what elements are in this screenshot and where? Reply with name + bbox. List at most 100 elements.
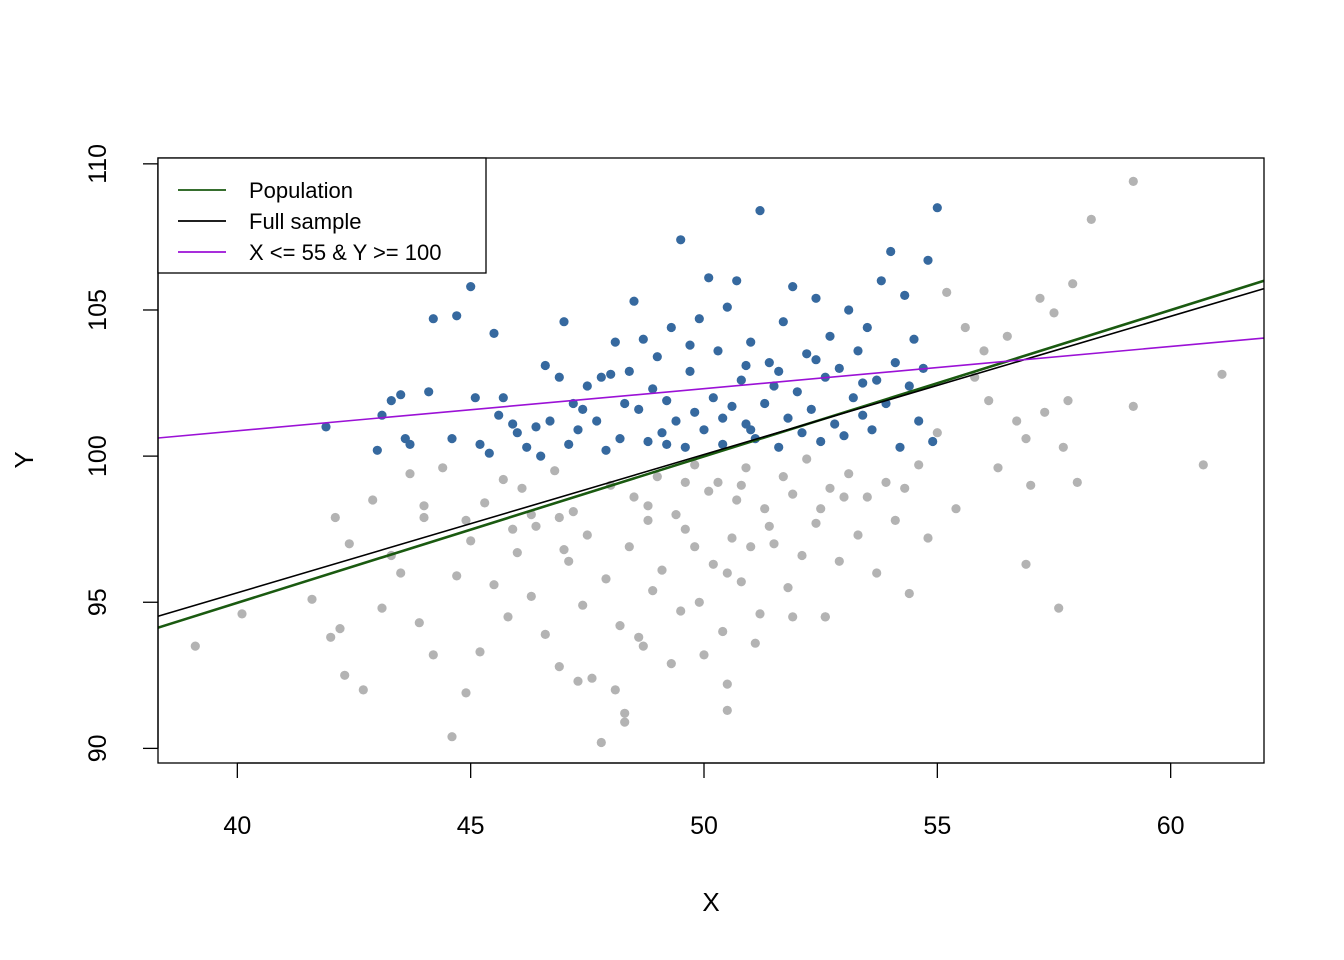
data-point-s0-88 xyxy=(867,425,877,435)
data-point-s0-10 xyxy=(452,311,462,321)
data-point-s0-44 xyxy=(662,396,672,406)
y-tick-label-2: 100 xyxy=(84,435,112,477)
data-point-s1-12 xyxy=(396,568,406,578)
data-point-s0-59 xyxy=(732,276,742,286)
data-point-s1-108 xyxy=(1068,279,1078,289)
data-point-s0-86 xyxy=(858,410,868,420)
data-point-s0-28 xyxy=(578,404,588,414)
data-point-s1-35 xyxy=(568,507,578,517)
data-point-s1-103 xyxy=(1035,293,1045,303)
data-point-s1-91 xyxy=(932,428,942,438)
data-point-s0-38 xyxy=(634,404,644,414)
legend: Population Full sample X <= 55 & Y >= 100 xyxy=(157,157,487,274)
x-axis-title: X xyxy=(702,887,719,917)
data-point-s1-72 xyxy=(778,472,788,482)
data-point-s1-106 xyxy=(1058,442,1068,452)
data-point-s1-45 xyxy=(624,542,634,552)
data-point-s0-17 xyxy=(498,393,508,403)
data-point-s0-48 xyxy=(680,442,690,452)
data-point-s0-69 xyxy=(778,317,788,327)
data-point-s0-105 xyxy=(741,360,751,371)
data-point-s1-77 xyxy=(811,518,821,528)
data-point-s1-99 xyxy=(1002,331,1012,341)
data-point-s0-3 xyxy=(386,396,396,406)
data-point-s1-24 xyxy=(489,580,499,590)
x-tick-label-1: 45 xyxy=(457,812,485,840)
data-point-s1-97 xyxy=(984,396,994,406)
data-point-s1-0 xyxy=(190,641,200,651)
y-tick-label-4: 110 xyxy=(84,144,112,184)
data-point-s1-73 xyxy=(783,583,793,593)
data-point-s0-106 xyxy=(774,366,784,376)
data-point-s0-101 xyxy=(928,436,938,447)
regression-lines xyxy=(157,279,1265,629)
data-point-s1-42 xyxy=(610,685,620,695)
data-point-s1-92 xyxy=(942,287,952,297)
x-tick-label-4: 60 xyxy=(1157,812,1185,840)
data-point-s1-25 xyxy=(498,474,508,485)
data-point-s1-124 xyxy=(722,568,732,578)
data-point-s0-90 xyxy=(876,276,886,286)
data-point-s1-80 xyxy=(834,556,844,566)
data-point-s0-79 xyxy=(825,331,835,341)
data-point-s0-103 xyxy=(606,369,616,379)
data-point-s1-40 xyxy=(601,574,611,584)
data-point-s1-9 xyxy=(368,495,378,505)
data-point-s1-114 xyxy=(1217,369,1227,379)
data-point-s0-14 xyxy=(484,448,494,458)
data-point-s1-102 xyxy=(1026,480,1036,490)
data-point-s1-113 xyxy=(1198,460,1208,470)
data-point-s0-31 xyxy=(596,372,606,382)
data-point-s0-83 xyxy=(844,305,854,315)
data-point-s1-101 xyxy=(1021,434,1031,444)
y-tick-label-1: 95 xyxy=(84,588,112,616)
data-point-s1-43 xyxy=(615,621,625,631)
data-point-s1-56 xyxy=(690,460,700,470)
data-point-s0-41 xyxy=(648,384,658,394)
data-point-s0-23 xyxy=(545,416,555,426)
data-point-s0-100 xyxy=(923,255,933,265)
data-point-s0-21 xyxy=(531,422,541,432)
data-point-s1-134 xyxy=(839,492,849,502)
data-point-s1-109 xyxy=(1072,477,1082,487)
data-point-s0-82 xyxy=(839,431,849,441)
data-point-s0-1 xyxy=(372,445,382,455)
data-point-s1-84 xyxy=(872,568,882,578)
data-point-s1-86 xyxy=(890,515,900,526)
data-point-s1-28 xyxy=(517,483,527,493)
data-point-s0-71 xyxy=(788,282,798,292)
data-point-s1-13 xyxy=(405,469,415,479)
data-point-s0-81 xyxy=(834,363,844,373)
data-point-s0-84 xyxy=(848,393,858,403)
y-axis: 90 95 100 105 110 xyxy=(84,144,159,762)
data-point-s1-131 xyxy=(736,480,746,490)
data-point-s1-79 xyxy=(825,483,835,493)
data-point-s0-33 xyxy=(610,337,620,347)
data-point-s0-39 xyxy=(638,334,648,344)
legend-label-1: Full sample xyxy=(249,209,361,234)
data-point-s0-53 xyxy=(704,273,714,283)
data-point-s0-42 xyxy=(652,352,662,362)
y-tick-label-0: 90 xyxy=(84,734,112,762)
data-point-s0-43 xyxy=(657,428,667,438)
data-point-s1-65 xyxy=(732,495,742,505)
data-point-s0-56 xyxy=(718,439,728,449)
data-point-s0-113 xyxy=(540,360,550,371)
regression-line-4 xyxy=(157,337,1265,439)
data-point-s1-30 xyxy=(531,521,541,531)
data-point-s1-31 xyxy=(540,629,550,640)
data-point-s1-21 xyxy=(466,536,476,546)
data-point-s0-73 xyxy=(797,428,807,438)
data-point-s1-60 xyxy=(708,559,718,569)
data-point-s0-107 xyxy=(811,355,821,365)
data-point-s1-58 xyxy=(699,650,709,660)
data-point-s0-15 xyxy=(489,328,499,338)
data-point-s1-44 xyxy=(620,717,630,727)
data-point-s1-57 xyxy=(694,597,704,607)
data-point-s0-4 xyxy=(396,390,406,400)
data-point-s0-60 xyxy=(736,375,746,385)
data-point-s1-85 xyxy=(881,477,891,487)
y-axis-title: Y xyxy=(9,451,39,468)
data-point-s0-74 xyxy=(802,349,812,359)
x-tick-label-3: 55 xyxy=(923,812,951,840)
